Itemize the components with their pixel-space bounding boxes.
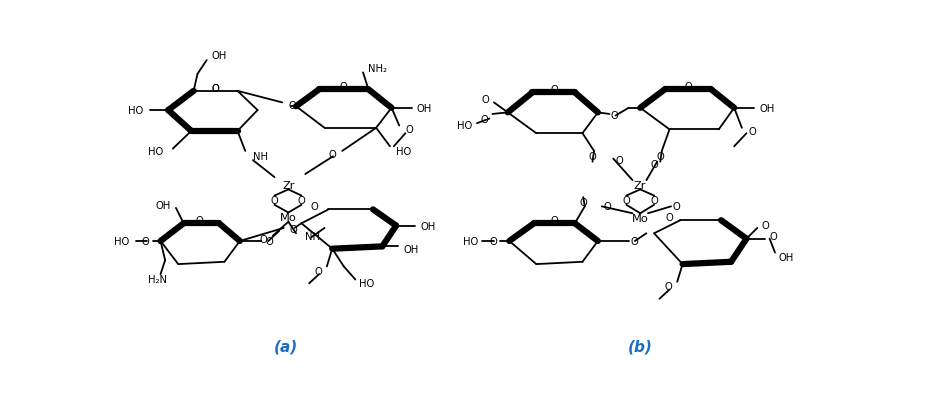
Text: OH: OH (759, 104, 774, 113)
Text: O: O (297, 196, 305, 206)
Text: O: O (549, 216, 557, 226)
Text: HO: HO (359, 279, 374, 289)
Text: Mo: Mo (279, 213, 296, 223)
Text: O: O (665, 282, 672, 292)
Text: O: O (579, 197, 586, 207)
Text: NH: NH (253, 152, 268, 162)
Text: O: O (665, 213, 673, 223)
Text: O: O (405, 125, 413, 135)
Text: H₂N: H₂N (148, 275, 167, 285)
Text: O: O (611, 111, 618, 121)
Text: OH: OH (416, 104, 431, 113)
Text: O: O (480, 114, 487, 124)
Text: O: O (615, 156, 623, 166)
Text: O: O (622, 196, 630, 206)
Text: O: O (270, 196, 278, 206)
Text: O: O (290, 225, 297, 235)
Text: Zr: Zr (282, 180, 295, 190)
Text: O: O (649, 196, 657, 206)
Text: Zr: Zr (633, 180, 646, 190)
Text: O: O (768, 231, 777, 241)
Text: NH: NH (305, 231, 320, 241)
Text: O: O (588, 152, 596, 162)
Text: O: O (683, 82, 691, 92)
Text: (b): (b) (627, 339, 652, 354)
Text: O: O (288, 100, 295, 111)
Text: OH: OH (211, 51, 227, 61)
Text: O: O (340, 82, 347, 92)
Text: OH: OH (778, 253, 793, 262)
Text: O: O (656, 152, 664, 162)
Text: O: O (549, 85, 557, 95)
Text: O: O (489, 237, 497, 246)
Text: O: O (311, 202, 318, 212)
Text: O: O (481, 94, 489, 104)
Text: O: O (314, 266, 322, 276)
Text: O: O (328, 149, 336, 160)
Text: O: O (259, 234, 266, 244)
Text: NH₂: NH₂ (368, 64, 387, 74)
Text: HO: HO (114, 237, 129, 246)
Text: OH: OH (403, 245, 418, 255)
Text: O: O (631, 237, 638, 246)
Text: O: O (602, 202, 611, 212)
Text: HO: HO (463, 237, 478, 246)
Text: HO: HO (147, 147, 162, 156)
Text: O: O (142, 237, 149, 246)
Text: O: O (211, 83, 219, 94)
Text: O: O (649, 160, 657, 170)
Text: HO: HO (396, 147, 411, 156)
Text: (a): (a) (274, 339, 298, 354)
Text: O: O (748, 127, 755, 136)
Text: O: O (195, 216, 203, 226)
Text: HO: HO (128, 106, 143, 116)
Text: O: O (211, 83, 219, 94)
Text: HO: HO (457, 121, 472, 131)
Text: O: O (761, 220, 768, 230)
Text: O: O (672, 202, 680, 212)
Text: Mo: Mo (632, 213, 648, 223)
Text: O: O (265, 237, 273, 246)
Text: OH: OH (155, 200, 170, 210)
Text: OH: OH (420, 221, 435, 231)
